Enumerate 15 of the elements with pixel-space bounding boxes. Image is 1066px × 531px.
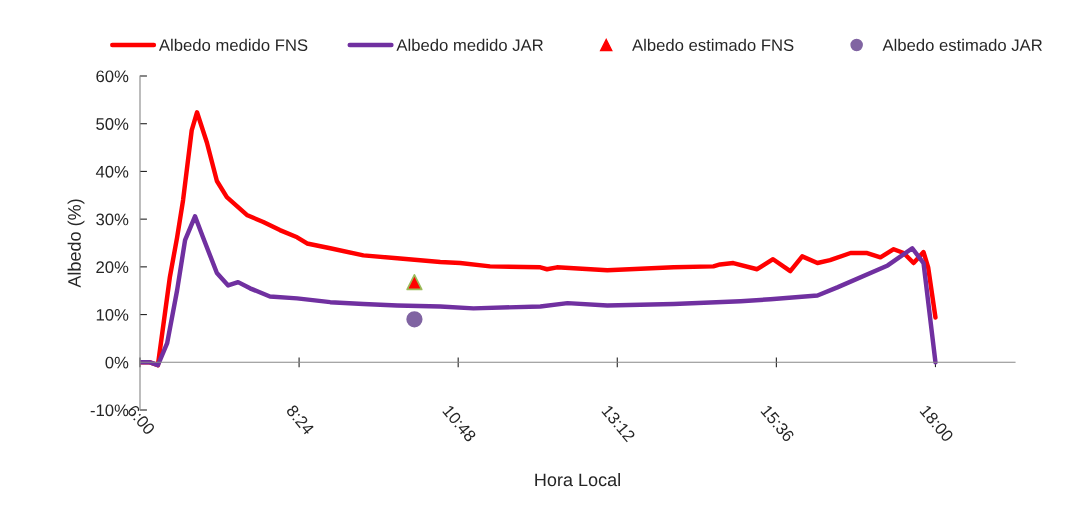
y-tick-label: 30%	[96, 213, 129, 226]
legend-label: Albedo medido JAR	[396, 38, 543, 52]
y-tick-label: 40%	[95, 165, 129, 178]
y-axis-title: Albedo (%)	[67, 199, 85, 288]
legend-label: Albedo estimado JAR	[882, 38, 1042, 52]
line-series	[140, 214, 938, 368]
x-axis-title: Hora Local	[535, 472, 620, 487]
y-tick-label: 10%	[96, 308, 129, 321]
y-tick-label: 0%	[105, 356, 129, 369]
legend-label: Albedo estimado FNS	[632, 38, 794, 52]
legend-label: Albedo medido FNS	[158, 38, 308, 52]
y-tick-label: 60%	[96, 70, 129, 83]
y-tick-label: 50%	[96, 118, 129, 130]
y-tick-label: -10%	[90, 404, 129, 417]
y-tick-label: 20%	[96, 261, 129, 274]
